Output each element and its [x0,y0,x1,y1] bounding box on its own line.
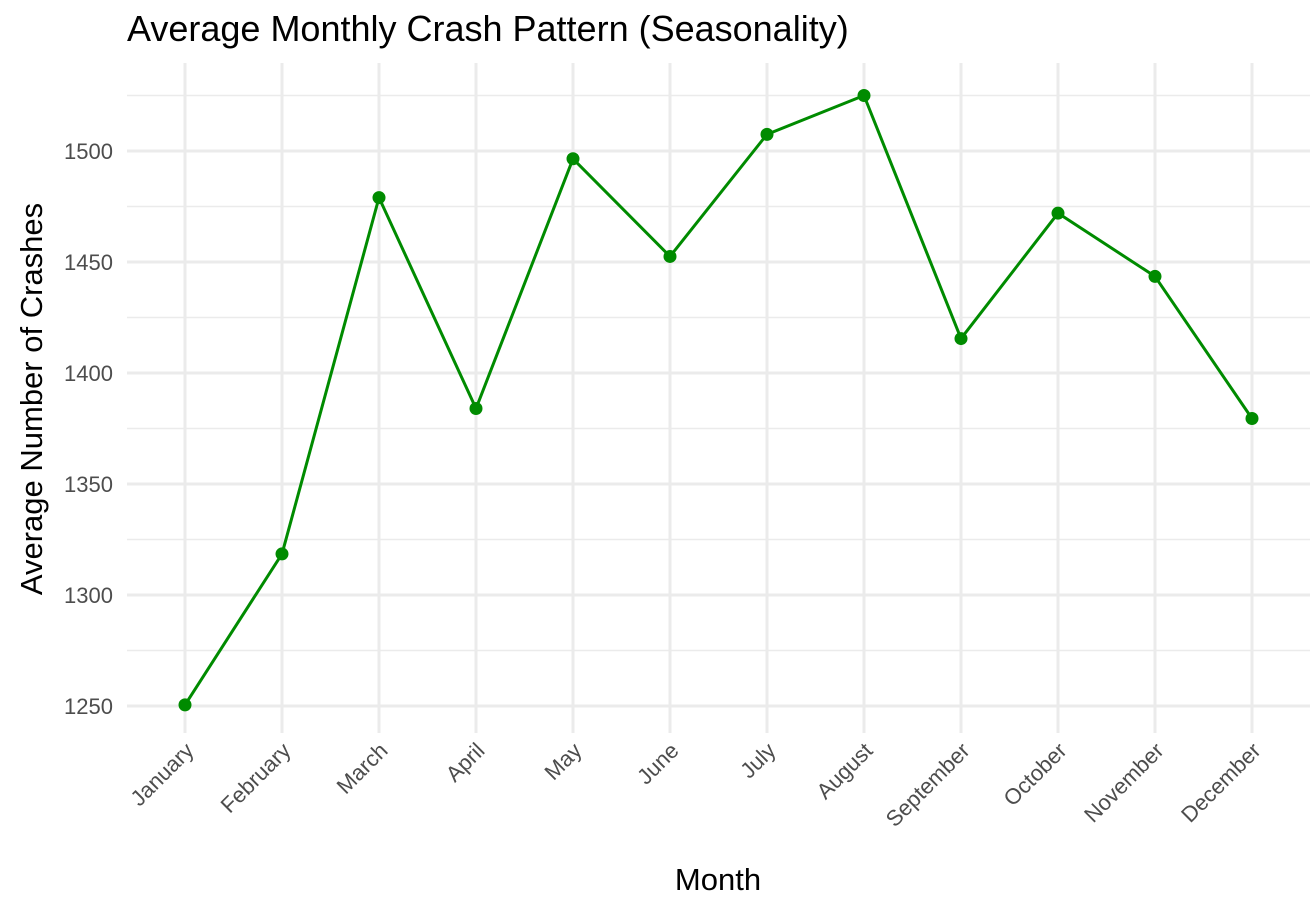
y-tick-label: 1450 [64,250,113,275]
grid [127,63,1310,733]
x-tick-label: April [441,738,490,787]
series [178,89,1259,712]
x-tick-label: May [539,738,586,785]
data-point [857,89,871,102]
x-tick-label: January [126,738,199,811]
y-tick-label: 1300 [64,583,113,608]
x-tick-labels: January February March April May June July Augu… [126,738,1266,832]
x-tick-label: December [1176,738,1265,827]
x-tick-label: October [999,738,1072,811]
x-tick-label: March [332,738,393,799]
y-tick-label: 1250 [64,694,113,719]
data-point [760,127,774,141]
x-tick-label: February [216,738,296,818]
data-point [954,332,968,346]
series-line [183,94,1254,706]
data-point [663,249,677,263]
data-point [275,547,289,561]
x-tick-label: September [881,738,975,832]
y-tick-label: 1500 [64,139,113,164]
data-point [469,402,483,416]
x-tick-label: August [811,738,877,804]
x-axis-label: Month [674,862,762,897]
x-tick-label: June [632,738,683,789]
data-point [1245,412,1259,426]
data-point [1051,206,1065,220]
y-axis-label: Average Number of Crashes [14,202,49,596]
x-tick-label: November [1079,738,1168,827]
data-point [1148,269,1162,283]
data-point [566,152,580,166]
y-tick-label: 1350 [64,472,113,497]
x-tick-label: July [735,738,780,783]
y-tick-label: 1400 [64,361,113,386]
chart-title: Average Monthly Crash Pattern (Seasonali… [127,8,849,49]
data-point [372,191,386,205]
data-point [178,698,192,712]
y-tick-labels: 1250 1300 1350 1400 1450 1500 [64,139,113,719]
